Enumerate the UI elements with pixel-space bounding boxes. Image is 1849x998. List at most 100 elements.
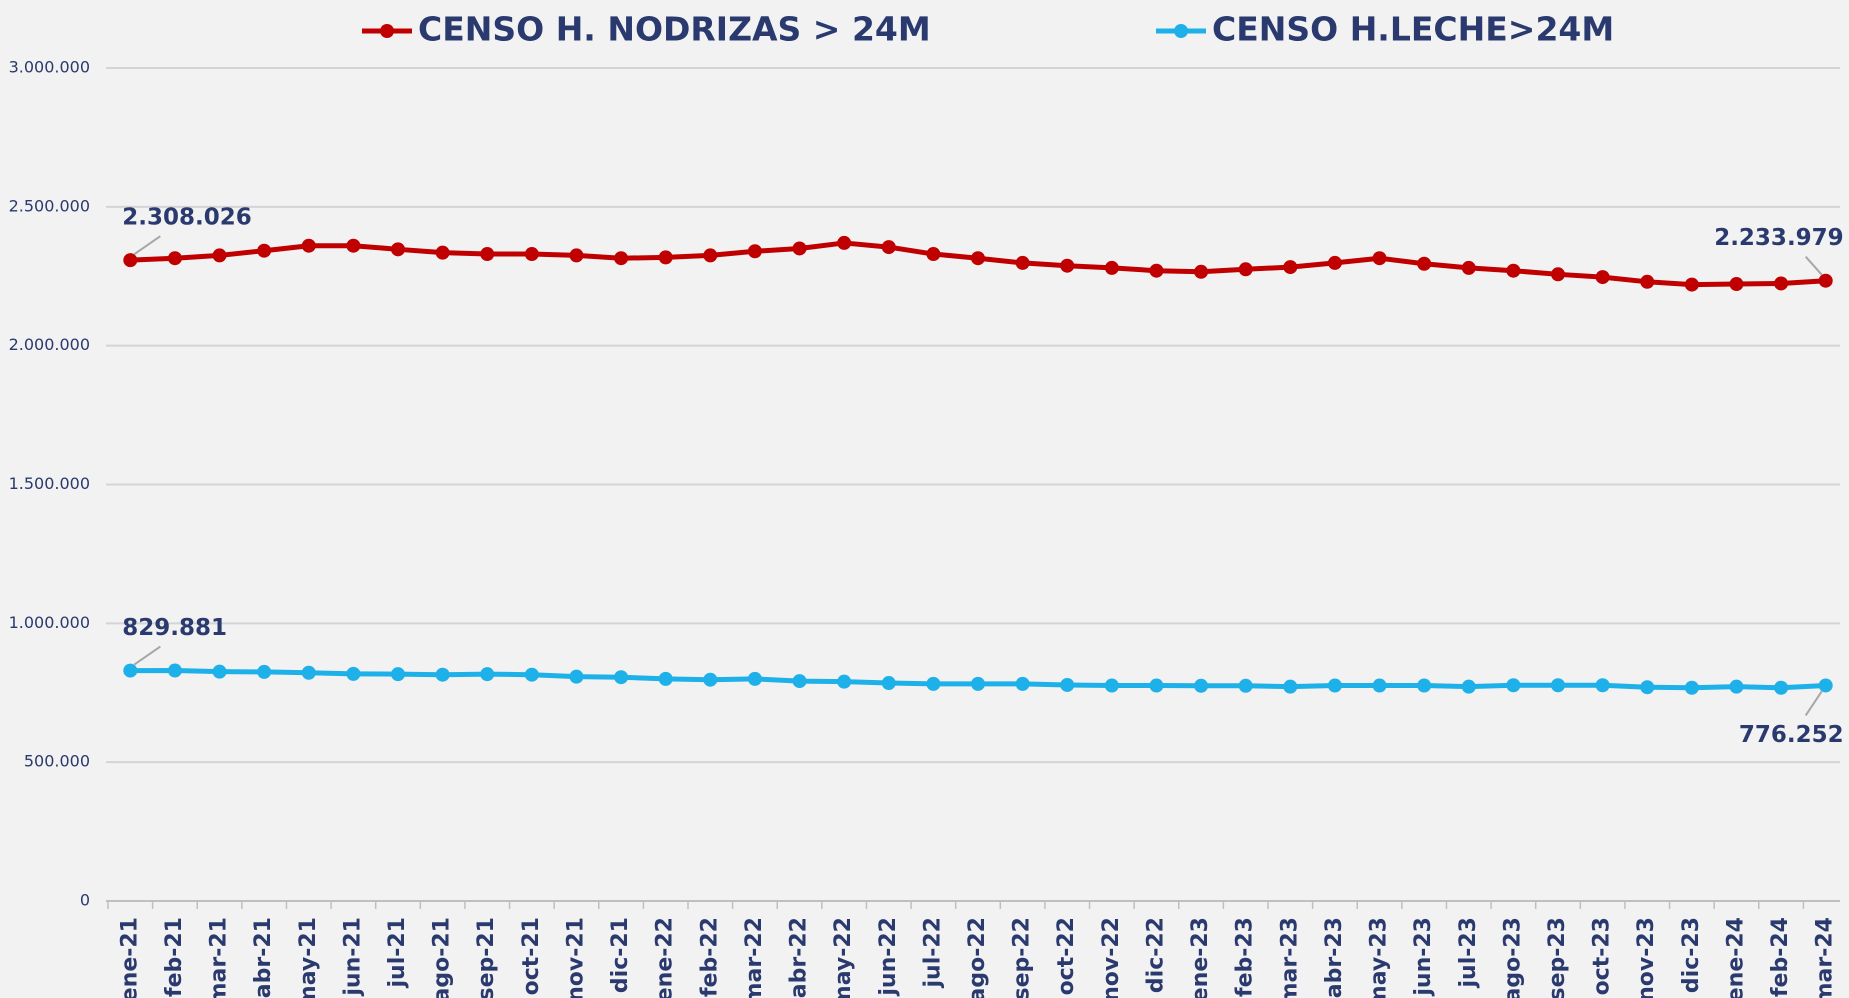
data-point xyxy=(926,247,941,262)
x-tick-label: oct-22 xyxy=(1054,917,1079,995)
data-point xyxy=(837,235,852,250)
data-point xyxy=(212,248,227,263)
data-point xyxy=(1372,251,1387,266)
data-point xyxy=(1327,255,1342,270)
data-point xyxy=(212,664,227,679)
data-point xyxy=(1238,678,1253,693)
x-tick-label: jun-23 xyxy=(1411,917,1436,997)
data-point xyxy=(1015,676,1030,691)
data-point xyxy=(1684,277,1699,292)
data-point xyxy=(1595,678,1610,693)
data-point xyxy=(1149,263,1164,278)
x-tick-label: mar-22 xyxy=(742,917,767,998)
x-tick-label: jul-21 xyxy=(385,917,410,989)
data-point xyxy=(1461,679,1476,694)
data-point xyxy=(480,667,495,682)
data-point xyxy=(1506,263,1521,278)
x-tick-label: may-23 xyxy=(1367,917,1392,998)
data-point xyxy=(257,664,272,679)
data-point xyxy=(569,669,584,684)
x-tick-label: feb-22 xyxy=(697,917,722,997)
x-tick-label: ene-23 xyxy=(1188,917,1213,998)
x-tick-label: feb-21 xyxy=(162,917,187,997)
x-tick-label: ago-21 xyxy=(430,917,455,998)
data-point xyxy=(971,251,985,266)
data-label: 829.881 xyxy=(122,615,227,641)
data-point xyxy=(1104,678,1119,693)
x-tick-label: nov-23 xyxy=(1634,917,1659,998)
x-tick-label: abr-23 xyxy=(1322,917,1347,998)
data-point xyxy=(1194,264,1209,279)
x-tick-label: ago-23 xyxy=(1500,917,1525,998)
x-tick-label: dic-23 xyxy=(1679,917,1704,993)
x-tick-label: nov-22 xyxy=(1099,917,1124,998)
data-point xyxy=(1060,258,1075,273)
data-point xyxy=(480,247,495,262)
data-point xyxy=(1372,678,1387,693)
data-label: 2.233.979 xyxy=(1714,225,1844,251)
legend-label: CENSO H.LECHE>24M xyxy=(1212,10,1614,49)
data-point xyxy=(792,674,807,689)
data-point xyxy=(257,243,272,258)
y-tick-label: 1.500.000 xyxy=(9,474,90,493)
x-tick-label: jul-22 xyxy=(920,917,945,989)
data-point xyxy=(1283,260,1298,275)
data-point xyxy=(1729,679,1744,694)
x-tick-label: sep-22 xyxy=(1010,917,1035,998)
data-point xyxy=(1417,678,1432,693)
x-tick-label: sep-21 xyxy=(474,917,499,998)
data-point xyxy=(301,238,316,253)
x-tick-label: ene-24 xyxy=(1723,917,1748,998)
data-point xyxy=(1640,274,1655,289)
data-point xyxy=(971,676,985,691)
x-tick-label: abr-21 xyxy=(251,917,276,998)
data-point xyxy=(346,238,361,253)
y-tick-label: 1.000.000 xyxy=(9,613,90,632)
data-point xyxy=(747,671,762,686)
x-tick-label: feb-23 xyxy=(1233,917,1258,997)
data-point xyxy=(524,667,539,682)
data-point xyxy=(926,676,941,691)
data-point xyxy=(658,671,673,686)
x-tick-label: jul-23 xyxy=(1456,917,1481,989)
data-point xyxy=(435,667,450,682)
x-tick-label: jun-22 xyxy=(876,917,901,997)
data-point xyxy=(1015,255,1030,270)
data-point xyxy=(1283,679,1298,694)
data-point xyxy=(569,248,584,263)
x-tick-label: nov-21 xyxy=(563,917,588,998)
data-point xyxy=(1238,262,1253,277)
data-point xyxy=(881,240,896,255)
data-point xyxy=(1818,678,1833,693)
x-tick-label: ago-22 xyxy=(965,917,990,998)
x-tick-label: ene-21 xyxy=(117,917,142,998)
data-point xyxy=(1060,677,1075,692)
x-tick-label: may-22 xyxy=(831,917,856,998)
data-point xyxy=(1551,267,1565,282)
data-label: 2.308.026 xyxy=(122,205,252,231)
data-point xyxy=(1327,678,1342,693)
x-tick-label: mar-23 xyxy=(1277,917,1302,998)
y-tick-label: 2.500.000 xyxy=(9,196,90,215)
data-point xyxy=(524,247,539,262)
data-point xyxy=(1640,680,1655,695)
data-point xyxy=(1774,276,1789,291)
data-point xyxy=(123,253,138,268)
data-point xyxy=(1104,260,1119,275)
data-label: 776.252 xyxy=(1739,722,1844,748)
label-leader xyxy=(133,235,161,255)
x-tick-label: dic-22 xyxy=(1143,917,1168,993)
data-point xyxy=(1729,277,1744,292)
label-leader xyxy=(133,645,161,666)
data-point xyxy=(167,251,182,266)
x-tick-label: oct-21 xyxy=(519,917,544,995)
x-tick-label: abr-22 xyxy=(787,917,812,998)
y-tick-label: 3.000.000 xyxy=(9,58,90,77)
x-tick-label: jun-21 xyxy=(340,917,365,997)
x-tick-label: dic-21 xyxy=(608,917,633,993)
data-point xyxy=(1194,678,1209,693)
data-point xyxy=(1417,256,1432,271)
data-point xyxy=(614,251,629,266)
